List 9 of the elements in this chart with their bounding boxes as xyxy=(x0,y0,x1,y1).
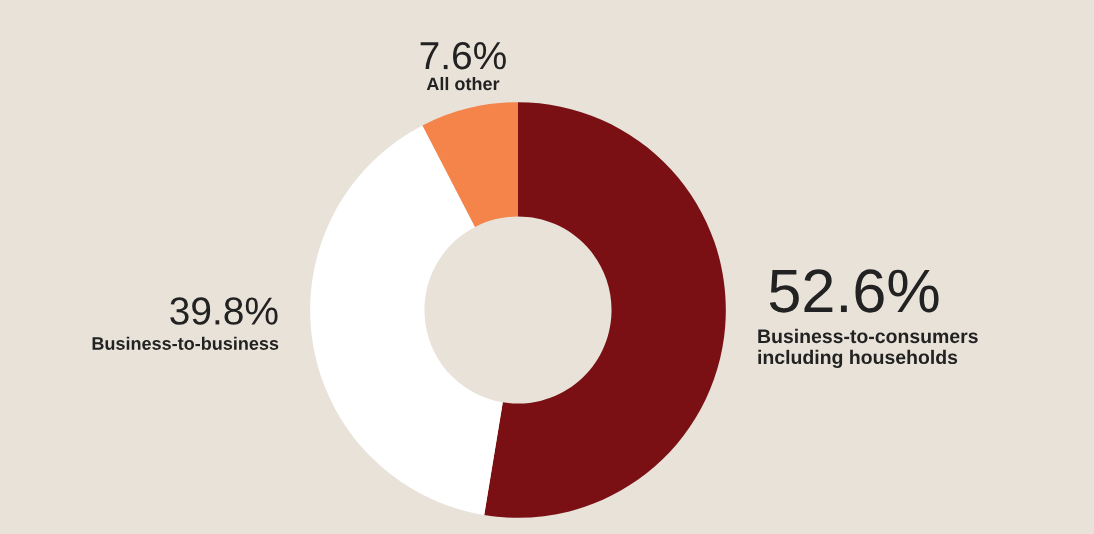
slice-label: Business-to-business xyxy=(92,336,279,350)
donut-slice xyxy=(310,125,503,516)
slice-label: All other xyxy=(426,76,500,91)
data-label: 39.8% xyxy=(170,297,278,325)
donut-slice xyxy=(422,102,518,227)
data-label: 7.6% xyxy=(420,41,506,70)
slice-label: Business-to-consumers including households xyxy=(758,328,978,369)
data-label: 52.6% xyxy=(769,269,939,313)
donut-slice xyxy=(484,102,726,518)
